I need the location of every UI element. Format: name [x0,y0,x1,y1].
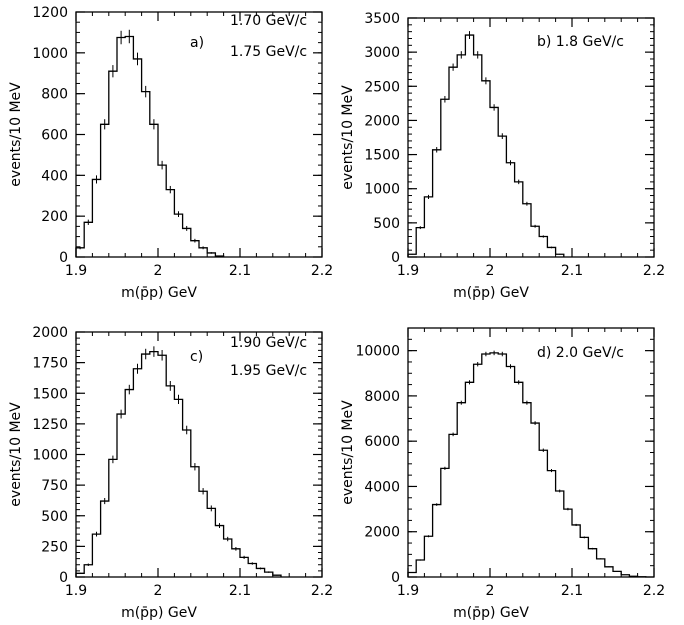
y-tick-label-a: 200 [41,209,68,225]
y-tick-label-d: 8000 [364,389,400,405]
histogram-a [75,35,225,257]
x-axis-d: 1.9 2 2.1 2.2 [397,328,665,599]
y-tick-label-c: 2000 [32,325,68,341]
y-tick-label-d: 2000 [364,525,400,541]
annotation-label-b: b) 1.8 GeV/c [537,34,624,50]
x-tick-label-a: 2.2 [311,263,333,279]
y-tick-label-c: 0 [59,570,68,586]
y-tick-label-d: 10000 [355,344,400,360]
x-axis-a: 1.9 2 2.1 2.2 [65,12,333,279]
y-tick-label-b: 0 [391,250,400,266]
y-axis-a: 0 200 400 600 800 1000 1200 [32,5,322,266]
y-tick-label-a: 1200 [32,5,68,21]
y-axis-b: 0 500 1000 1500 2000 2500 3000 3500 [364,11,654,266]
x-tick-label-c: 1.9 [65,583,87,599]
x-axis-title-c: m(p̄p) GeV [121,605,197,621]
y-tick-label-b: 2500 [364,79,400,95]
x-tick-label-a: 1.9 [65,263,87,279]
annotation-label-d: d) 2.0 GeV/c [537,345,624,361]
y-tick-label-b: 3000 [364,45,400,61]
y-axis-title-b: events/10 MeV [340,85,356,190]
error-bars-b [411,31,561,255]
x-tick-label-a: 2 [154,263,163,279]
y-tick-label-a: 0 [59,250,68,266]
x-tick-label-b: 2 [486,263,495,279]
annotation-label-c: c) [190,349,203,365]
y-axis-c: 0 250 500 750 1000 1250 1500 1750 2000 [32,325,322,586]
x-tick-label-d: 2.2 [643,583,665,599]
y-tick-label-c: 1000 [32,448,68,464]
y-tick-label-c: 750 [41,478,68,494]
panel-c: 1.9 2 2.1 2.2 0 250 500 750 1000 1250 1500 1750 200… [8,325,333,621]
y-tick-label-d: 4000 [364,479,400,495]
y-tick-label-c: 250 [41,539,68,555]
error-bars-c [79,346,278,576]
x-axis-c: 1.9 2 2.1 2.2 [65,332,333,599]
annotation-beam-1-a: 1.70 GeV/c [230,13,307,29]
y-tick-label-b: 2000 [364,113,400,129]
error-bars-d [411,350,643,577]
panel-a: 1.9 2 2.1 2.2 0 200 400 600 800 1000 1200 m(p̄p) … [8,5,333,301]
x-tick-label-c: 2 [154,583,163,599]
y-axis-title-d: events/10 MeV [340,400,356,505]
error-bars-a [79,29,220,257]
annotation-beam-2-a: 1.75 GeV/c [230,44,307,60]
y-axis-title-c: events/10 MeV [8,402,24,507]
y-axis-d: 0 2000 4000 6000 8000 10000 [355,327,654,586]
y-tick-label-b: 1000 [364,182,400,198]
x-tick-label-b: 2.2 [643,263,665,279]
plot-frame-d [407,327,655,578]
y-axis-title-a: events/10 MeV [8,82,24,187]
y-tick-label-c: 1250 [32,417,68,433]
y-tick-label-b: 500 [373,216,400,232]
x-tick-label-c: 2.1 [229,583,251,599]
x-tick-label-d: 2 [486,583,495,599]
y-tick-label-a: 1000 [32,46,68,62]
histogram-d [407,352,647,578]
x-axis-b: 1.9 2 2.1 2.2 [397,18,665,279]
x-tick-label-a: 2.1 [229,263,251,279]
panel-b: 1.9 2 2.1 2.2 0500100015002000250030003500 … [340,11,665,301]
y-tick-label-c: 500 [41,509,68,525]
x-axis-title-d: m(p̄p) GeV [453,605,529,621]
annotation-beam-2-c: 1.95 GeV/c [230,363,307,379]
x-tick-label-c: 2.2 [311,583,333,599]
y-tick-label-b: 3500 [364,11,400,27]
plot-frame-b [407,17,655,258]
y-tick-label-a: 400 [41,168,68,184]
annotation-label-a: a) [190,35,204,51]
y-tick-label-d: 6000 [364,434,400,450]
x-axis-title-b: m(p̄p) GeV [453,285,529,301]
y-tick-label-a: 600 [41,128,68,144]
x-tick-label-d: 1.9 [397,583,419,599]
x-axis-title-a: m(p̄p) GeV [121,285,197,301]
y-tick-label-b: 1500 [364,148,400,164]
y-tick-label-a: 800 [41,87,68,103]
x-tick-label-b: 1.9 [397,263,419,279]
histogram-c [75,350,282,577]
y-tick-label-d: 0 [391,570,400,586]
x-tick-label-d: 2.1 [561,583,583,599]
y-tick-label-c: 1500 [32,386,68,402]
histogram-b [407,34,565,257]
y-tick-label-c: 1750 [32,356,68,372]
annotation-beam-1-c: 1.90 GeV/c [230,335,307,351]
x-tick-label-b: 2.1 [561,263,583,279]
panel-d: 1.9 2 2.1 2.2 0 2000 4000 6000 8000 10000 m(p̄p)… [340,327,665,621]
